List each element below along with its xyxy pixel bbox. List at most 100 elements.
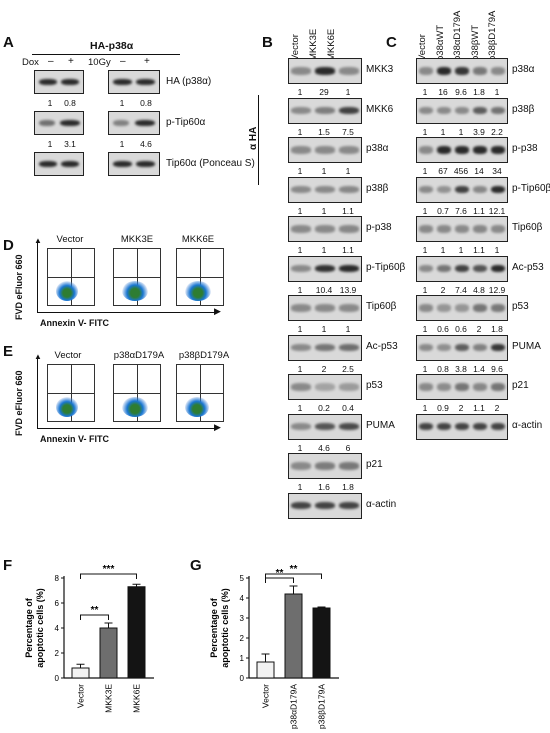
- panel-c-band: [437, 304, 451, 312]
- panel-c-band: [455, 304, 469, 312]
- panel-b-band: [315, 225, 335, 233]
- panel-b-blot: [288, 295, 362, 321]
- y-tick-label: 8: [55, 574, 60, 583]
- panel-a-row-label-ptip60: p-Tip60α: [166, 117, 206, 128]
- panel-a-quant: 1: [119, 98, 125, 108]
- panel-b-blot: [288, 492, 362, 519]
- panel-c-row-label: p38β: [512, 103, 535, 115]
- category-label: p38αD179A: [289, 684, 299, 729]
- panel-b-quant: 6: [345, 442, 351, 453]
- panel-c-quant: 16: [438, 87, 448, 97]
- panel-c-quant: 456: [453, 166, 469, 176]
- panel-b-band: [339, 383, 359, 391]
- panel-d-flow-plot: [113, 248, 161, 306]
- y-tick-label: 5: [240, 574, 245, 583]
- y-tick-label: 2: [240, 634, 245, 643]
- panel-b-row-label: MKK3: [366, 64, 394, 75]
- panel-b-quant: 29: [319, 87, 329, 97]
- panel-b-band: [339, 501, 359, 510]
- panel-c-quant: 1: [494, 245, 500, 255]
- panel-c-quant: 1: [422, 205, 428, 216]
- panel-a-blot-ptip60-right: [108, 111, 160, 135]
- panel-c-quant: 7.6: [455, 205, 467, 216]
- panel-b-band: [315, 264, 335, 273]
- panel-b-side-label: α HA: [248, 126, 259, 150]
- panel-b-quant: 1: [297, 87, 303, 97]
- bar: [256, 661, 275, 679]
- panel-d-title-mkk6e: MKK6E: [181, 234, 215, 245]
- panel-b-band: [315, 343, 335, 352]
- panel-c-band: [473, 146, 487, 154]
- panel-c-quant: 1.4: [473, 363, 485, 374]
- panel-d-letter: D: [3, 237, 14, 254]
- panel-a-sign-3: –: [120, 56, 126, 67]
- panel-f-letter: F: [3, 557, 13, 574]
- y-axis-label: apoptotic cells (%): [35, 588, 45, 668]
- y-tick-label: 2: [55, 649, 60, 658]
- panel-b-band: [291, 422, 311, 431]
- panel-c-row-label: p21: [512, 380, 529, 391]
- panel-c-band: [437, 67, 451, 75]
- panel-c-blot: [416, 334, 508, 361]
- y-tick-label: 4: [55, 624, 60, 633]
- panel-c-band: [455, 225, 469, 233]
- category-label: MKK6E: [132, 684, 142, 713]
- panel-g-letter: G: [190, 557, 202, 574]
- panel-c-quant: 9.6: [455, 87, 467, 97]
- panel-e-title-vector: Vector: [54, 350, 82, 361]
- panel-b-blot: [288, 58, 362, 84]
- y-tick-label: 1: [240, 654, 245, 663]
- panel-c-quant: 4.8: [473, 284, 485, 295]
- panel-c-band: [491, 225, 505, 233]
- panel-b-band: [291, 343, 311, 352]
- panel-b-lane-vector: Vector: [290, 34, 301, 61]
- panel-b-row-label: p-p38: [366, 222, 392, 233]
- panel-b-band: [315, 146, 335, 154]
- panel-b-band: [339, 462, 359, 470]
- panel-g-chart: 0 1 2 3 4 5 Percentage of apoptotic cells (%) Ve…: [209, 564, 339, 729]
- panel-c-quant: 1: [440, 126, 446, 137]
- panel-c-quant: 2: [476, 324, 482, 334]
- panel-b-band: [339, 106, 359, 115]
- panel-b-quant: 1: [297, 126, 303, 137]
- panel-c-quant: 1: [422, 363, 428, 374]
- panel-c-band: [455, 106, 469, 115]
- panel-a-quant: 1: [47, 98, 53, 108]
- panel-c-quant: 1.8: [473, 87, 485, 97]
- panel-b-quant: 1: [297, 166, 303, 176]
- panel-b-band: [291, 383, 311, 391]
- panel-c-band: [419, 343, 433, 352]
- category-label: MKK3E: [104, 684, 114, 713]
- panel-c-band: [455, 146, 469, 154]
- panel-c-band: [473, 422, 487, 431]
- significance-bracket: [80, 573, 137, 579]
- panel-c-lane-p38bwt: p38βWT: [470, 24, 481, 61]
- panel-b-band: [339, 225, 359, 233]
- panel-c-band: [437, 343, 451, 352]
- panel-d-y-arrow: [37, 240, 38, 312]
- panel-b-band: [291, 264, 311, 273]
- panel-c-quant: 0.6: [455, 324, 467, 334]
- panel-b-blot: [288, 137, 362, 163]
- panel-c-band: [473, 264, 487, 273]
- panel-a-row-label-tip60: Tip60α (Ponceau S): [166, 158, 255, 169]
- panel-e-y-arrowhead: ▲: [34, 352, 42, 361]
- panel-c-row-label: Ac-p53: [512, 261, 544, 273]
- panel-c-quant: 2: [458, 403, 464, 413]
- panel-a-quant: 0.8: [140, 98, 152, 108]
- panel-e-y-arrow: [37, 356, 38, 428]
- panel-c-letter: C: [386, 34, 397, 51]
- panel-c-quant: 12.1: [488, 205, 506, 216]
- panel-c-quant: 1: [422, 245, 428, 255]
- panel-c-row-label: α-actin: [512, 419, 543, 431]
- panel-b-quant: 1: [321, 166, 327, 176]
- panel-c-row-label: p38α: [512, 64, 535, 75]
- panel-b-quant: 1: [297, 324, 303, 334]
- panel-c-band: [455, 67, 469, 75]
- panel-a-sign-2: +: [68, 56, 74, 67]
- panel-a-blot-tip60-right: [108, 152, 160, 176]
- panel-c-band: [473, 343, 487, 352]
- panel-b-quant: 1.1: [342, 205, 354, 216]
- panel-c-band: [437, 185, 451, 194]
- panel-b-lane-mkk3e: MKK3E: [308, 28, 319, 61]
